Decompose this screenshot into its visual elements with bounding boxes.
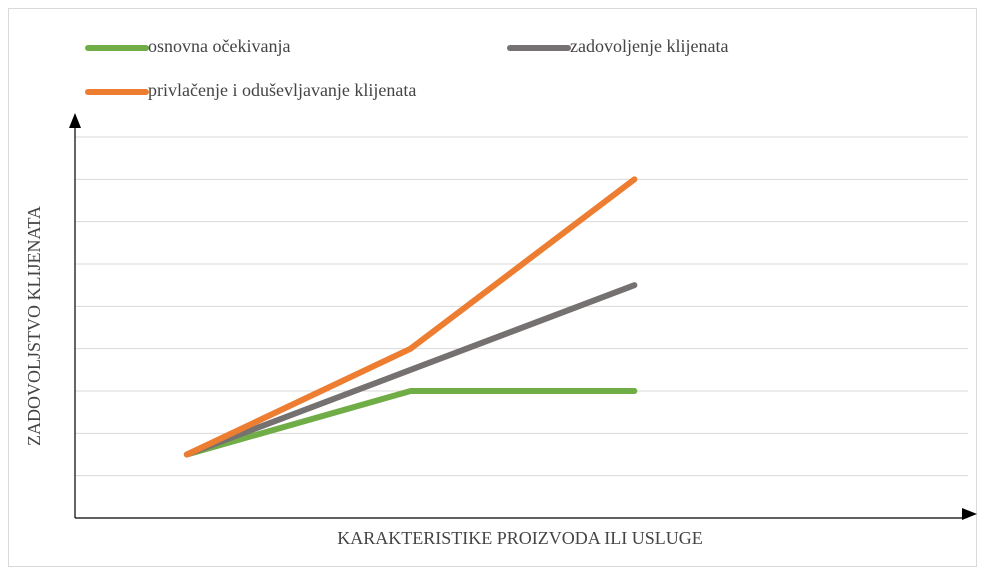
x-axis-arrow: [962, 508, 977, 520]
series-line: [183, 282, 638, 458]
legend-label: privlačenje i oduševljavanje klijenata: [148, 80, 416, 100]
series-line: [183, 388, 638, 458]
legend-label: zadovoljenje klijenata: [570, 36, 728, 56]
y-axis-arrow: [69, 113, 81, 128]
legend-label: osnovna očekivanja: [148, 36, 290, 56]
x-axis-label: KARAKTERISTIKE PROIZVODA ILI USLUGE: [337, 528, 702, 548]
series-line: [183, 176, 638, 458]
y-axis-label: ZADOVOLJSTVO KLIJENATA: [24, 206, 44, 446]
